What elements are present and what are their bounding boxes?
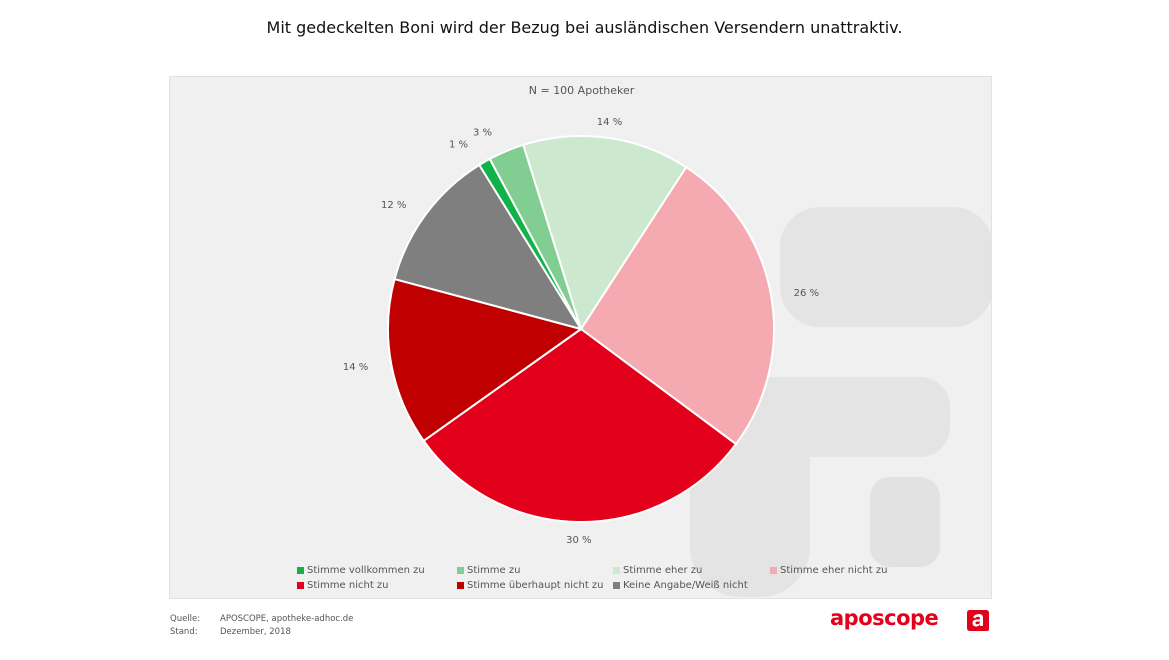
page-title: Mit gedeckelten Boni wird der Bezug bei …: [266, 18, 903, 37]
aposcope-wordmark: aposcope: [830, 606, 939, 630]
legend-swatch: [457, 582, 464, 589]
legend-item: Stimme vollkommen zu: [297, 565, 457, 576]
data-label-3: 12 %: [381, 200, 406, 211]
watermark-logo-graphic: [690, 207, 991, 597]
chart-panel: 26 % 30 % 14 % 12 % 1 % 3 % 14 % N = 100 Apoth…: [169, 76, 992, 599]
legend-row: Stimme vollkommen zu Stimme zu Stimme eher…: [297, 563, 947, 578]
legend-swatch: [613, 567, 620, 574]
legend-swatch: [457, 567, 464, 574]
data-label-6: 14 %: [597, 117, 622, 128]
pie-slice-6: [522, 135, 688, 332]
legend-label: Stimme zu: [467, 565, 521, 576]
legend-label: Stimme vollkommen zu: [307, 565, 425, 576]
legend-label: Keine Angabe/Weiß nicht: [623, 580, 748, 591]
source-value: APOSCOPE, apotheke-adhoc.de: [220, 614, 354, 624]
chart-subtitle: N = 100 Apotheker: [528, 84, 635, 97]
legend-label: Stimme eher zu: [623, 565, 703, 576]
date-value: Dezember, 2018: [220, 627, 291, 637]
legend-label: Stimme überhaupt nicht zu: [467, 580, 604, 591]
legend-item: Stimme eher zu: [613, 565, 770, 576]
legend-item: Stimme zu: [457, 565, 613, 576]
data-label-0: 26 %: [794, 288, 819, 299]
legend-swatch: [770, 567, 777, 574]
chart-legend: Stimme vollkommen zu Stimme zu Stimme eher…: [297, 563, 947, 593]
pie-slice-3: [393, 163, 584, 331]
data-label-1: 30 %: [566, 535, 591, 546]
pie-slice-2: [387, 277, 584, 443]
legend-label: Stimme eher nicht zu: [780, 565, 888, 576]
legend-label: Stimme nicht zu: [307, 580, 389, 591]
legend-item: Stimme überhaupt nicht zu: [457, 580, 613, 591]
legend-row: Stimme nicht zu Stimme überhaupt nicht zu…: [297, 578, 947, 593]
legend-item: Keine Angabe/Weiß nicht: [613, 580, 770, 591]
aposcope-logo-icon: [967, 610, 989, 631]
pie-slice-0: [579, 165, 775, 446]
pie-slice-1: [422, 327, 738, 523]
legend-item: Stimme nicht zu: [297, 580, 457, 591]
data-label-4: 1 %: [449, 140, 468, 151]
legend-swatch: [297, 582, 304, 589]
pie-chart: 26 % 30 % 14 % 12 % 1 % 3 % 14 %: [343, 117, 819, 546]
legend-swatch: [297, 567, 304, 574]
legend-item: Stimme eher nicht zu: [770, 565, 930, 576]
legend-swatch: [613, 582, 620, 589]
data-label-5: 3 %: [473, 128, 492, 139]
date-label: Stand:: [170, 627, 198, 637]
data-label-2: 14 %: [343, 362, 368, 373]
source-note: Quelle: APOSCOPE, apotheke-adhoc.de Stan…: [170, 613, 353, 639]
source-label: Quelle:: [170, 614, 201, 624]
